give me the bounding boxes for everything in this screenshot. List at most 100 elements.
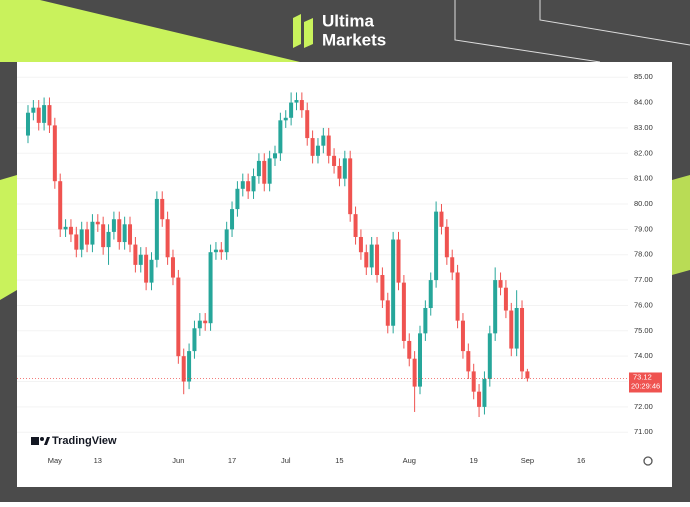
plot: 71.0072.0073.0074.0075.0076.0077.0078.00… <box>17 72 662 465</box>
candle-body <box>315 145 320 156</box>
candle-body <box>251 176 256 192</box>
candle-body <box>283 117 288 121</box>
candle-body <box>106 231 111 248</box>
candle-body <box>74 234 79 250</box>
candle-body <box>240 181 245 189</box>
candle-body <box>122 224 127 243</box>
candle-body <box>219 249 224 253</box>
watermark-icon <box>44 437 50 445</box>
y-tick-label: 82.00 <box>634 148 653 157</box>
y-tick-label: 74.00 <box>634 351 653 360</box>
candle-body <box>503 287 508 311</box>
candle-body <box>128 224 133 245</box>
y-tick-label: 80.00 <box>634 199 653 208</box>
candle-body <box>278 120 283 154</box>
candle-body <box>170 257 175 278</box>
candle-body <box>428 280 433 308</box>
candle-body <box>47 105 52 126</box>
candle-body <box>407 340 412 359</box>
y-tick-label: 71.00 <box>634 427 653 436</box>
candle-body <box>133 244 138 265</box>
x-tick-label: Jul <box>281 456 291 465</box>
x-tick-label: May <box>48 456 62 465</box>
candle-body <box>342 158 347 179</box>
logo-icon <box>293 14 301 48</box>
candle-body <box>144 254 149 283</box>
candle-body <box>364 252 369 268</box>
candle-body <box>273 153 278 159</box>
candle-body <box>235 188 240 210</box>
candle-body <box>423 307 428 334</box>
y-tick-label: 79.00 <box>634 224 653 233</box>
y-tick-label: 77.00 <box>634 275 653 284</box>
candle-body <box>224 229 229 253</box>
y-tick-label: 78.00 <box>634 250 653 259</box>
y-tick-label: 72.00 <box>634 402 653 411</box>
x-tick-label: Jun <box>172 456 184 465</box>
candle-body <box>439 211 444 227</box>
x-tick-label: 13 <box>94 456 102 465</box>
candle-body <box>208 252 213 324</box>
candle-body <box>52 125 57 182</box>
candle-body <box>36 107 41 123</box>
watermark-icon <box>40 437 44 441</box>
candle-body <box>358 236 363 253</box>
candle-body <box>192 328 197 352</box>
accent-band <box>0 0 300 62</box>
candle-body <box>111 219 116 232</box>
candle-body <box>412 358 417 387</box>
candle-body <box>305 110 310 139</box>
brand-name: Markets <box>322 30 386 49</box>
candle-body <box>299 100 304 111</box>
watermark-icon <box>31 437 39 445</box>
watermark: TradingView <box>31 435 117 447</box>
candle-body <box>509 310 514 349</box>
candle-body <box>294 100 299 103</box>
candle-body <box>154 198 159 260</box>
candle-body <box>385 300 390 326</box>
candle-body <box>42 105 47 123</box>
y-tick-label: 83.00 <box>634 123 653 132</box>
logo: Ultima Markets <box>293 11 386 49</box>
candle-body <box>25 112 30 136</box>
candle-body <box>369 244 374 268</box>
candle-body <box>348 158 353 215</box>
candle-body <box>321 135 326 146</box>
candle-body <box>353 214 358 237</box>
candle-body <box>165 219 170 258</box>
candle-body <box>450 257 455 273</box>
candle-body <box>149 259 154 283</box>
candle-body <box>455 272 460 321</box>
chart-panel <box>17 62 672 487</box>
x-tick-label: Sep <box>521 456 534 465</box>
candle-body <box>85 229 90 245</box>
y-tick-label: 81.00 <box>634 174 653 183</box>
last-price-label: 73.12 <box>633 372 652 381</box>
candle-body <box>181 356 186 382</box>
candle-body <box>203 320 208 324</box>
candle-body <box>520 307 525 372</box>
candle-body <box>213 249 218 253</box>
candle-body <box>197 320 202 329</box>
candle-body <box>138 254 143 265</box>
x-tick-label: Aug <box>403 456 416 465</box>
decor-line <box>454 0 601 63</box>
x-tick-label: 15 <box>335 456 343 465</box>
candle-body <box>514 307 519 349</box>
candle-body <box>337 165 342 179</box>
accent-band <box>0 175 17 300</box>
countdown: 20:29:46 <box>631 381 660 390</box>
decor-line <box>539 0 690 46</box>
candle-body <box>401 282 406 341</box>
candle-body <box>391 239 396 326</box>
candle-body <box>256 160 261 177</box>
candle-body <box>466 351 471 372</box>
candle-body <box>68 226 73 235</box>
x-tick-label: 16 <box>577 456 585 465</box>
candle-body <box>187 351 192 382</box>
candle-body <box>487 333 492 379</box>
candle-body <box>460 320 465 352</box>
candle-body <box>63 226 68 230</box>
settings-icon[interactable] <box>643 456 653 466</box>
candle-body <box>417 333 422 387</box>
